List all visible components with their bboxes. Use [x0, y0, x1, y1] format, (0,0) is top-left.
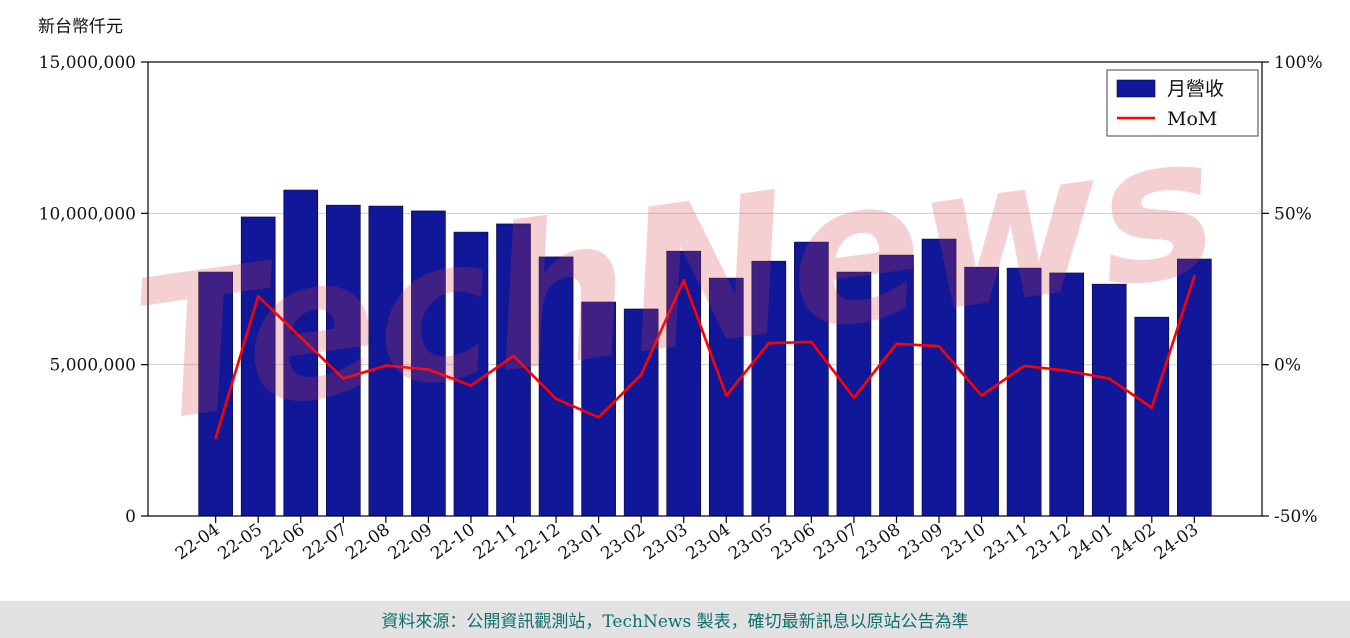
x-tick-label: 24-02: [1108, 520, 1160, 564]
x-tick-label: 22-05: [214, 520, 266, 564]
revenue-bar: [964, 266, 999, 517]
x-tick-label: 22-07: [300, 520, 352, 564]
revenue-bar: [921, 238, 957, 517]
y-tick-label-right: 100%: [1274, 53, 1323, 73]
x-tick-label: 23-08: [853, 520, 905, 564]
x-tick-label: 22-09: [385, 520, 437, 564]
y-tick-label-right: 50%: [1274, 204, 1312, 224]
revenue-bar: [240, 216, 276, 517]
x-tick-label: 23-05: [725, 520, 777, 564]
y-tick-label-left: 15,000,000: [39, 53, 136, 73]
x-tick-label: 23-10: [938, 520, 990, 564]
y-tick-label-left: 5,000,000: [49, 356, 136, 376]
y-tick-label-left: 10,000,000: [39, 204, 136, 224]
revenue-bar: [751, 260, 787, 517]
revenue-bar: [879, 254, 914, 517]
revenue-bar: [1134, 316, 1170, 517]
x-tick-label: 24-03: [1151, 520, 1203, 564]
revenue-bar: [836, 271, 872, 517]
y-tick-label-right: -50%: [1274, 507, 1318, 527]
x-tick-label: 23-07: [810, 520, 862, 564]
plot-border: [147, 61, 1263, 517]
x-tick-label: 22-06: [257, 520, 309, 564]
revenue-bar: [453, 231, 489, 517]
x-tick-label: 23-04: [683, 520, 735, 564]
footer-bar: 資料來源：公開資訊觀測站，TechNews 製表，確切最新訊息以原站公告為準: [0, 601, 1350, 638]
revenue-bar: [1006, 267, 1042, 517]
x-tick-label: 23-03: [640, 520, 692, 564]
y-tick-label-right: 0%: [1274, 356, 1301, 376]
x-tick-label: 23-01: [555, 520, 607, 564]
x-tick-label: 22-11: [470, 520, 522, 564]
x-tick-label: 23-11: [980, 520, 1032, 564]
x-tick-label: 22-12: [512, 520, 564, 564]
legend-swatch-revenue: [1116, 79, 1156, 98]
revenue-bar: [794, 241, 829, 517]
mom-line: [214, 274, 1196, 440]
x-tick-label: 22-10: [427, 520, 479, 564]
revenue-bar: [496, 223, 531, 517]
revenue-bar: [1049, 272, 1085, 517]
x-tick-label: 23-06: [768, 520, 820, 564]
y-axis-unit-label: 新台幣仟元: [38, 17, 123, 37]
y-tick-label-left: 0: [125, 507, 136, 527]
revenue-bar: [283, 189, 319, 517]
revenue-bar: [1091, 283, 1127, 517]
x-tick-label: 23-12: [1023, 520, 1075, 564]
footer-source-text: 資料來源：公開資訊觀測站，TechNews 製表，確切最新訊息以原站公告為準: [381, 612, 969, 632]
revenue-bar: [411, 210, 446, 517]
legend-label-mom: MoM: [1167, 108, 1217, 130]
x-tick-label: 22-04: [172, 520, 224, 564]
revenue-mom-chart: 0 5,000,000 10,000,000 15,000,000 -50% 0% 50% 1…: [39, 53, 1323, 564]
revenue-bar: [666, 250, 702, 517]
revenue-bar: [368, 205, 404, 517]
x-tick-label: 23-09: [895, 520, 947, 564]
legend-label-revenue: 月營收: [1167, 78, 1224, 100]
revenue-bar: [198, 271, 233, 517]
x-tick-label: 22-08: [342, 520, 394, 564]
x-tick-label: 24-01: [1065, 520, 1117, 564]
revenue-bar: [325, 204, 361, 517]
revenue-bar: [708, 277, 744, 517]
x-tick-label: 23-02: [597, 520, 649, 564]
revenue-bar: [623, 308, 659, 517]
